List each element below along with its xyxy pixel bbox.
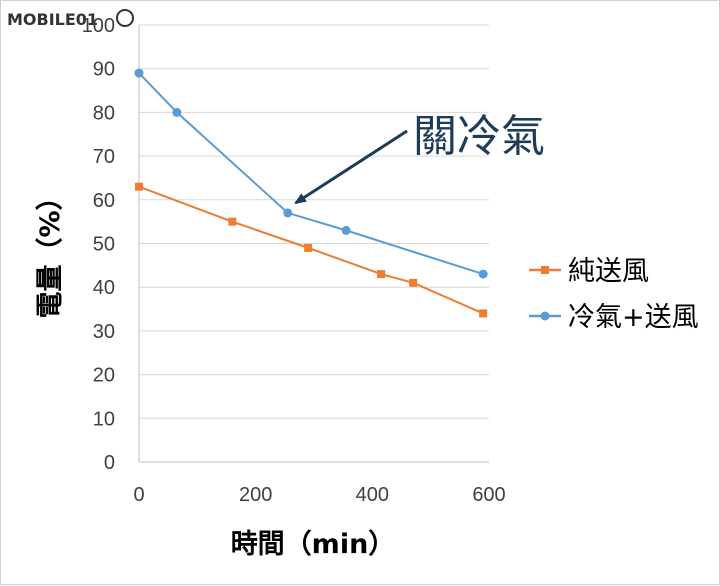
x-tick-labels: 0 200 400 600 [133, 484, 505, 506]
y-tick-label: 10 [93, 408, 115, 430]
y-tick-label: 30 [93, 321, 115, 343]
y-tick-label: 40 [93, 277, 115, 299]
y-tick-label: 0 [104, 452, 115, 474]
y-tick-label: 80 [93, 102, 115, 124]
series-layer [134, 68, 488, 318]
y-tick-label: 70 [93, 146, 115, 168]
legend-item-series-1: 冷氣+送風 [529, 302, 699, 333]
y-tick-label: 60 [93, 190, 115, 212]
watermark-text: MOBILE01 [7, 10, 98, 29]
gridlines [139, 24, 489, 419]
annotation-arrow [294, 129, 408, 205]
legend-marker-circle [540, 311, 550, 321]
legend: 純送風 冷氣+送風 [529, 256, 699, 333]
data-point [341, 225, 351, 235]
data-point [479, 309, 488, 318]
y-tick-label: 50 [93, 234, 115, 256]
data-point [478, 269, 488, 279]
y-tick-labels: 0 10 20 30 40 50 60 70 80 90 100 [82, 15, 115, 474]
data-point [134, 68, 144, 78]
x-tick-label: 200 [239, 484, 272, 506]
annotation: 關冷氣 [294, 111, 545, 205]
data-point [304, 243, 313, 252]
y-tick-label: 90 [93, 59, 115, 81]
data-point [172, 107, 182, 117]
y-tick-label: 20 [93, 365, 115, 387]
series-line-0 [138, 185, 484, 315]
y-tick-label: 100 [82, 15, 115, 37]
data-point [409, 278, 418, 287]
x-axis-title: 時間（min） [231, 529, 396, 560]
annotation-label: 關冷氣 [413, 111, 545, 162]
data-point [228, 217, 237, 226]
legend-marker-square [541, 266, 549, 274]
axes [138, 25, 489, 463]
watermark-logo-icon [116, 9, 134, 27]
watermark: MOBILE01 [7, 9, 134, 29]
data-point [283, 208, 293, 218]
y-axis-title: 電量（%） [35, 183, 66, 318]
legend-label-0: 純送風 [568, 256, 649, 287]
legend-item-series-0: 純送風 [529, 256, 649, 287]
x-tick-label: 400 [356, 484, 389, 506]
data-point [135, 182, 143, 191]
x-tick-label: 600 [472, 484, 505, 506]
data-point [377, 270, 386, 279]
x-tick-label: 0 [133, 484, 144, 506]
legend-label-1: 冷氣+送風 [568, 302, 699, 333]
